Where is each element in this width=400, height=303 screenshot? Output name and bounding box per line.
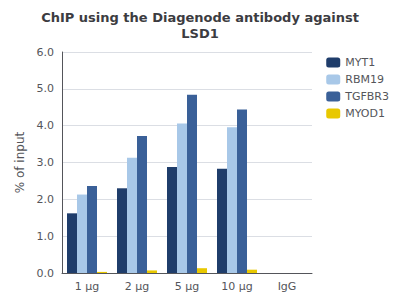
- svg-text:1 μg: 1 μg: [75, 280, 99, 293]
- svg-text:RBM19: RBM19: [345, 73, 384, 86]
- svg-text:1.0: 1.0: [37, 230, 55, 243]
- svg-text:TGFBR3: TGFBR3: [344, 90, 389, 103]
- svg-text:2 μg: 2 μg: [125, 280, 149, 293]
- svg-text:IgG: IgG: [278, 280, 297, 293]
- svg-text:3.0: 3.0: [37, 156, 55, 169]
- svg-text:5.0: 5.0: [37, 82, 55, 95]
- svg-text:2.0: 2.0: [37, 193, 55, 206]
- svg-text:4.0: 4.0: [37, 119, 55, 132]
- svg-text:0.0: 0.0: [37, 267, 55, 280]
- svg-text:MYT1: MYT1: [345, 56, 375, 69]
- svg-text:5 μg: 5 μg: [175, 280, 199, 293]
- svg-text:% of input: % of input: [13, 131, 27, 193]
- svg-text:MYOD1: MYOD1: [345, 107, 385, 120]
- svg-text:10 μg: 10 μg: [221, 280, 252, 293]
- svg-text:LSD1: LSD1: [181, 26, 218, 41]
- svg-text:6.0: 6.0: [37, 46, 55, 59]
- svg-text:ChIP using the Diagenode antib: ChIP using the Diagenode antibody agains…: [41, 10, 359, 25]
